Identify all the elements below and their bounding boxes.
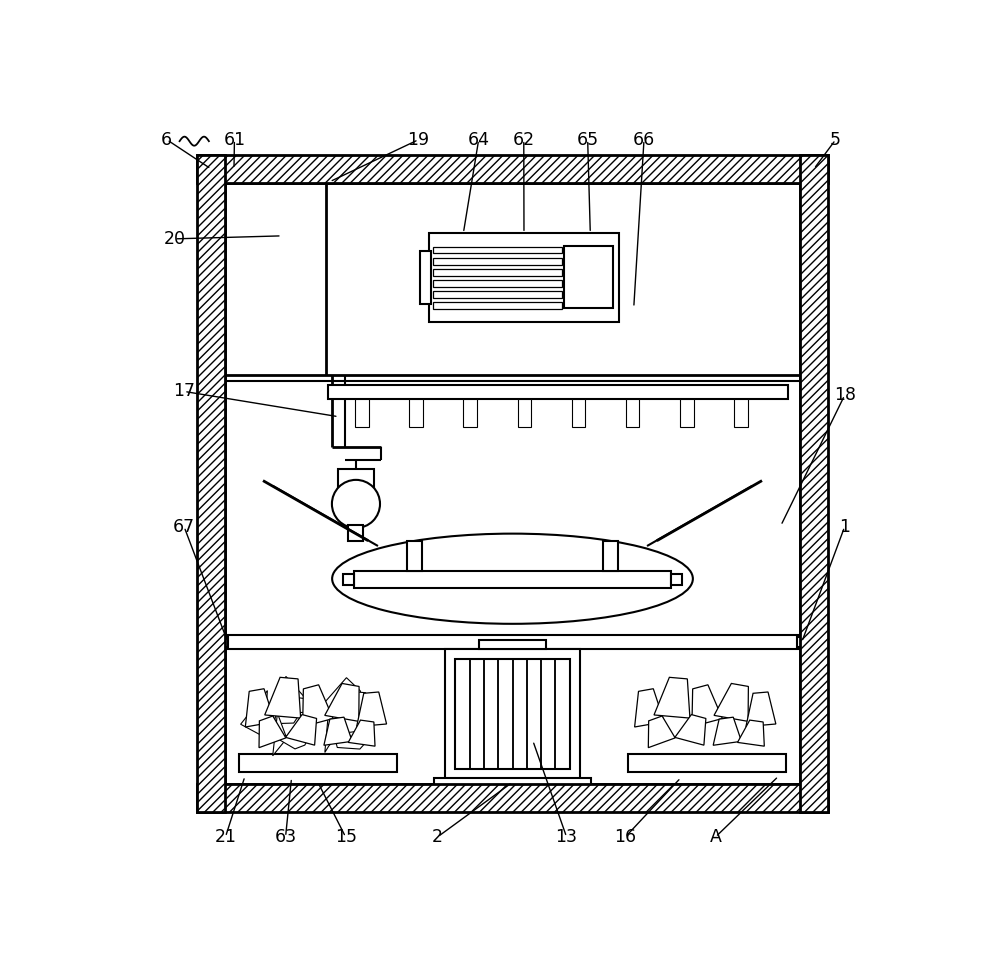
- Bar: [433, 258, 562, 264]
- Bar: [455, 659, 570, 769]
- Polygon shape: [332, 727, 365, 749]
- Bar: [197, 154, 828, 183]
- Bar: [216, 637, 228, 647]
- Text: 61: 61: [223, 131, 246, 148]
- Text: 21: 21: [214, 828, 236, 846]
- Text: 20: 20: [163, 230, 185, 248]
- Text: 5: 5: [830, 131, 841, 148]
- Text: 13: 13: [556, 828, 578, 846]
- Polygon shape: [692, 685, 722, 727]
- Bar: [671, 574, 682, 586]
- Text: 15: 15: [335, 828, 357, 846]
- Bar: [463, 399, 477, 427]
- Polygon shape: [324, 717, 352, 746]
- Text: 66: 66: [633, 131, 655, 148]
- Polygon shape: [286, 714, 317, 745]
- Polygon shape: [348, 720, 375, 747]
- Polygon shape: [273, 713, 286, 755]
- Circle shape: [332, 480, 380, 528]
- Bar: [479, 639, 546, 649]
- Bar: [433, 280, 562, 287]
- Bar: [445, 649, 580, 780]
- Polygon shape: [648, 716, 675, 748]
- Polygon shape: [746, 692, 776, 726]
- Bar: [239, 753, 397, 772]
- Polygon shape: [713, 717, 741, 746]
- Bar: [409, 399, 423, 427]
- Text: 65: 65: [577, 131, 599, 148]
- Bar: [348, 525, 363, 542]
- Polygon shape: [259, 716, 286, 748]
- Bar: [338, 469, 374, 490]
- Text: 16: 16: [614, 828, 636, 846]
- Polygon shape: [714, 683, 748, 721]
- Text: 17: 17: [173, 383, 195, 400]
- Text: A: A: [709, 828, 721, 846]
- Bar: [225, 635, 800, 649]
- Polygon shape: [282, 696, 330, 712]
- Polygon shape: [241, 691, 267, 736]
- Text: 67: 67: [173, 517, 195, 536]
- Text: 1: 1: [839, 517, 850, 536]
- Bar: [626, 399, 639, 427]
- Bar: [433, 303, 562, 308]
- Polygon shape: [313, 677, 361, 716]
- Bar: [328, 386, 788, 399]
- Bar: [433, 291, 562, 298]
- Bar: [680, 399, 694, 427]
- Bar: [603, 542, 618, 571]
- Polygon shape: [274, 676, 306, 723]
- Text: 64: 64: [468, 131, 490, 148]
- Polygon shape: [325, 708, 344, 752]
- Bar: [407, 542, 422, 571]
- Text: 2: 2: [432, 828, 443, 846]
- Text: 18: 18: [834, 386, 856, 404]
- Text: 19: 19: [407, 131, 430, 148]
- Polygon shape: [276, 735, 311, 749]
- Bar: [800, 155, 828, 812]
- Polygon shape: [357, 692, 387, 726]
- Bar: [343, 574, 354, 586]
- Polygon shape: [654, 677, 690, 718]
- Text: 62: 62: [513, 131, 535, 148]
- Polygon shape: [303, 685, 333, 727]
- Bar: [734, 399, 748, 427]
- Bar: [429, 233, 619, 322]
- Bar: [354, 571, 671, 588]
- Bar: [433, 269, 562, 275]
- Bar: [572, 399, 585, 427]
- Polygon shape: [245, 689, 275, 727]
- Bar: [433, 247, 562, 254]
- Polygon shape: [336, 692, 366, 733]
- Polygon shape: [738, 720, 764, 747]
- Bar: [564, 247, 613, 308]
- Bar: [518, 399, 531, 427]
- Bar: [420, 251, 431, 304]
- Bar: [797, 637, 809, 647]
- Polygon shape: [675, 714, 706, 745]
- Bar: [434, 779, 591, 789]
- Bar: [197, 155, 225, 812]
- Polygon shape: [265, 677, 301, 718]
- Polygon shape: [325, 683, 359, 721]
- Bar: [355, 399, 369, 427]
- Text: 6: 6: [161, 131, 172, 148]
- Polygon shape: [635, 689, 664, 727]
- Text: 63: 63: [274, 828, 297, 846]
- Bar: [197, 784, 828, 812]
- Bar: [628, 753, 786, 772]
